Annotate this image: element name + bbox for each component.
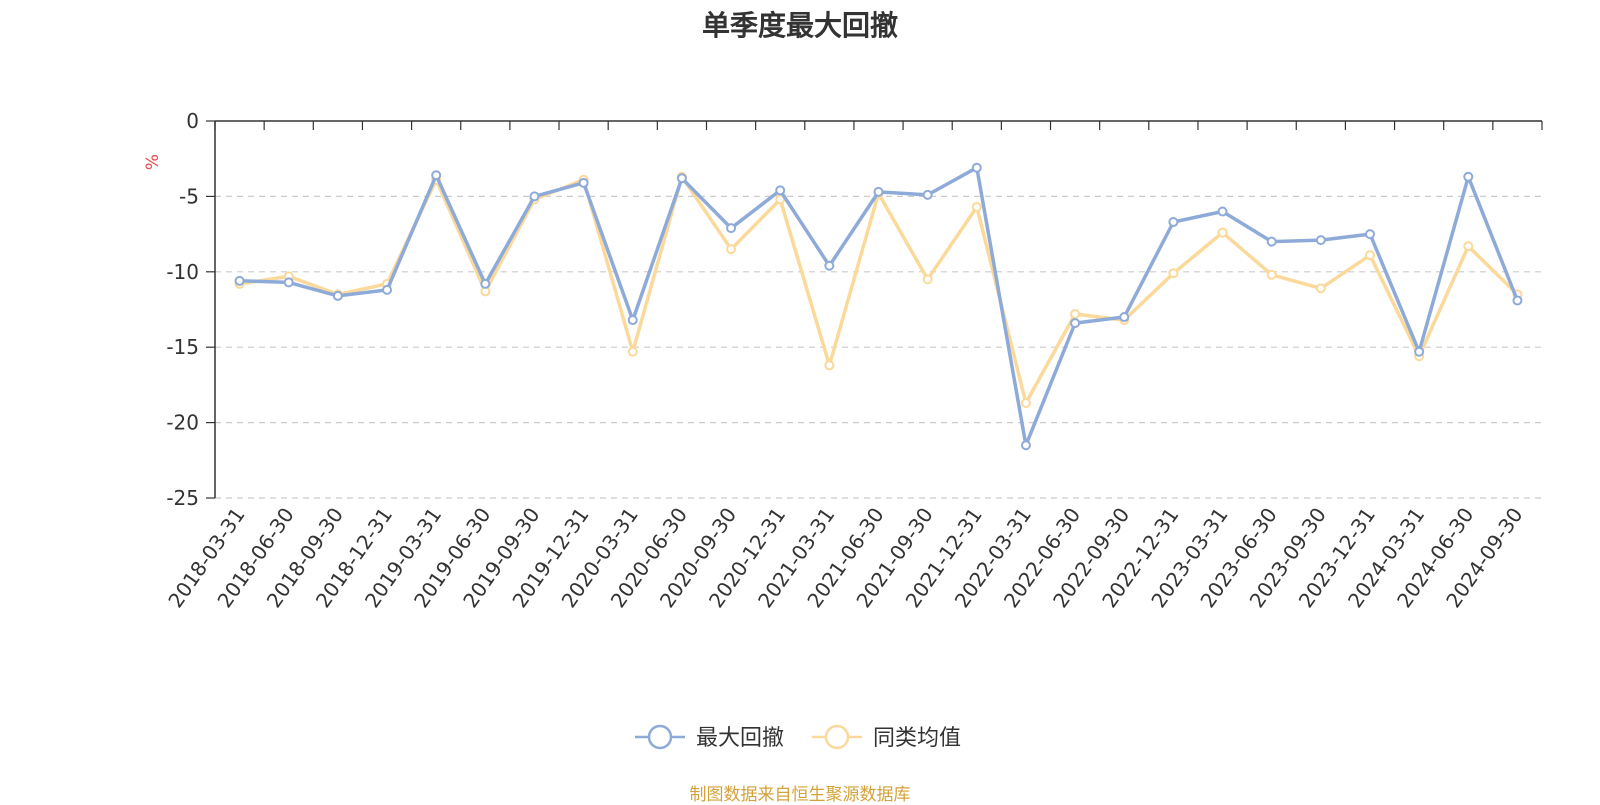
legend-item[interactable]: 最大回撤 xyxy=(635,724,784,751)
data-point[interactable] xyxy=(1315,283,1326,294)
data-point[interactable] xyxy=(1463,241,1474,252)
legend-label: 最大回撤 xyxy=(696,726,784,751)
data-point[interactable] xyxy=(1168,217,1179,228)
source-note: 制图数据来自恒生聚源数据库 xyxy=(689,785,911,805)
data-point[interactable] xyxy=(873,186,884,197)
data-point[interactable] xyxy=(1217,206,1228,217)
y-tick-label: -15 xyxy=(166,335,199,359)
data-point[interactable] xyxy=(971,201,982,212)
data-point[interactable] xyxy=(922,274,933,285)
axes: 0-5-10-15-20-25%2018-03-312018-06-302018… xyxy=(143,109,1543,612)
data-point[interactable] xyxy=(726,223,737,234)
y-tick-label: -25 xyxy=(166,486,199,510)
legend-marker xyxy=(647,724,673,750)
data-point[interactable] xyxy=(234,275,245,286)
data-point[interactable] xyxy=(382,284,393,295)
series-lines xyxy=(234,162,1523,451)
data-point[interactable] xyxy=(824,360,835,371)
data-point[interactable] xyxy=(1512,295,1523,306)
data-point[interactable] xyxy=(332,290,343,301)
chart-title: 单季度最大回撤 xyxy=(701,9,898,42)
data-point[interactable] xyxy=(1070,318,1081,329)
data-point[interactable] xyxy=(529,191,540,202)
legend[interactable]: 最大回撤 同类均值 xyxy=(635,724,961,751)
data-point[interactable] xyxy=(1266,236,1277,247)
y-tick-label: -5 xyxy=(179,184,199,208)
data-point[interactable] xyxy=(283,277,294,288)
data-point[interactable] xyxy=(1266,269,1277,280)
data-point[interactable] xyxy=(922,189,933,200)
data-point[interactable] xyxy=(824,260,835,271)
data-point[interactable] xyxy=(480,278,491,289)
data-point[interactable] xyxy=(1364,229,1375,240)
data-point[interactable] xyxy=(578,177,589,188)
y-axis-label: % xyxy=(143,154,163,170)
y-tick-label: 0 xyxy=(186,109,199,133)
data-point[interactable] xyxy=(1414,346,1425,357)
y-tick-label: -10 xyxy=(166,260,199,284)
series-line xyxy=(237,175,1520,405)
data-point[interactable] xyxy=(627,346,638,357)
data-point[interactable] xyxy=(1020,440,1031,451)
data-point[interactable] xyxy=(1217,227,1228,238)
data-point[interactable] xyxy=(1315,235,1326,246)
data-point[interactable] xyxy=(431,170,442,181)
data-point[interactable] xyxy=(627,315,638,326)
data-point[interactable] xyxy=(1020,397,1031,408)
data-point[interactable] xyxy=(775,185,786,196)
legend-item[interactable]: 同类均值 xyxy=(812,724,961,751)
data-point[interactable] xyxy=(971,162,982,173)
grid-lines xyxy=(215,195,1542,499)
data-point[interactable] xyxy=(1119,312,1130,323)
legend-label: 同类均值 xyxy=(873,726,961,751)
data-point[interactable] xyxy=(1463,171,1474,182)
series-line xyxy=(237,165,1520,447)
data-point[interactable] xyxy=(726,244,737,255)
data-point[interactable] xyxy=(1070,309,1081,320)
data-point[interactable] xyxy=(1168,268,1179,279)
data-point[interactable] xyxy=(676,173,687,184)
data-point[interactable] xyxy=(1364,250,1375,261)
legend-marker xyxy=(824,724,850,750)
y-tick-label: -20 xyxy=(166,411,199,435)
